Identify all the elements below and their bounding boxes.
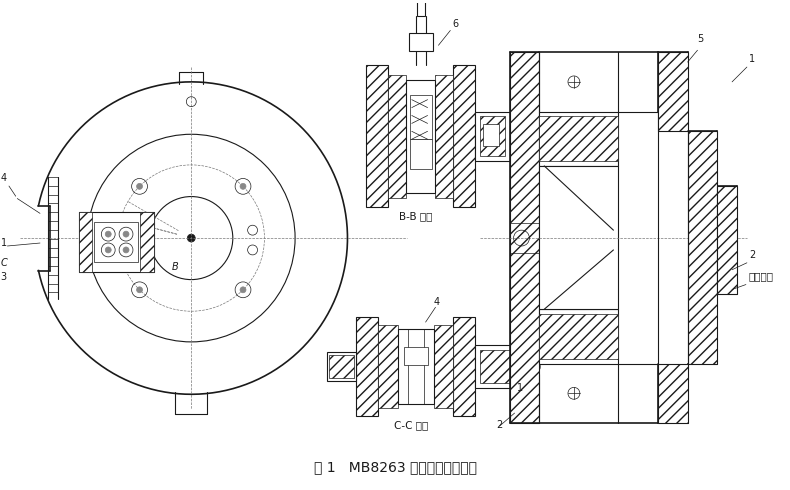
Text: 4: 4	[434, 297, 439, 307]
Bar	[398, 329, 434, 404]
Circle shape	[137, 183, 142, 189]
Bar	[540, 166, 619, 309]
Text: 5: 5	[698, 34, 704, 44]
Bar	[540, 309, 619, 364]
Bar	[480, 117, 505, 156]
Bar	[514, 352, 534, 381]
Circle shape	[240, 287, 246, 293]
Bar	[356, 317, 378, 416]
Text: 3: 3	[1, 271, 6, 282]
Circle shape	[240, 183, 246, 189]
Text: 4: 4	[1, 173, 6, 183]
Bar	[540, 117, 619, 161]
Bar	[453, 317, 475, 416]
Circle shape	[529, 364, 536, 369]
Bar	[408, 33, 432, 51]
Text: 1: 1	[1, 238, 6, 248]
Text: 1: 1	[749, 54, 755, 64]
Circle shape	[105, 247, 111, 253]
Text: B-B 旋转: B-B 旋转	[399, 211, 432, 221]
Text: 2: 2	[749, 250, 755, 260]
Text: 图 1   MB8263 曲轴磨床分度机构: 图 1 MB8263 曲轴磨床分度机构	[314, 461, 477, 474]
Bar	[475, 112, 510, 161]
Bar	[510, 52, 540, 423]
Bar	[410, 95, 431, 139]
Text: 2: 2	[496, 420, 502, 430]
Bar	[388, 75, 406, 197]
Circle shape	[137, 287, 142, 293]
Text: C: C	[1, 258, 7, 268]
Text: 6: 6	[453, 20, 458, 29]
Circle shape	[123, 231, 129, 237]
Bar	[78, 212, 92, 271]
Bar	[475, 345, 514, 389]
Bar	[416, 1, 424, 16]
Bar	[453, 65, 475, 207]
Bar	[410, 139, 431, 169]
Bar	[480, 350, 510, 383]
Bar	[717, 186, 737, 294]
Circle shape	[105, 231, 111, 237]
Text: C-C 旋转: C-C 旋转	[394, 420, 428, 430]
Bar	[540, 314, 619, 359]
Bar	[404, 347, 427, 365]
Bar	[378, 325, 398, 408]
Circle shape	[187, 234, 195, 242]
Bar	[483, 124, 498, 146]
Text: 1: 1	[517, 383, 523, 393]
Text: 圆爪卡盘: 圆爪卡盘	[749, 271, 774, 282]
Circle shape	[123, 247, 129, 253]
Bar	[658, 52, 687, 131]
Bar	[329, 355, 355, 378]
Bar	[327, 352, 356, 381]
Bar	[434, 325, 453, 408]
Bar	[406, 80, 435, 193]
Bar	[78, 212, 154, 271]
Bar	[140, 212, 154, 271]
Bar	[435, 75, 453, 197]
Bar	[658, 364, 687, 423]
Text: B: B	[171, 262, 179, 272]
Bar	[94, 222, 138, 262]
Bar	[540, 112, 619, 166]
Bar	[687, 131, 717, 364]
Bar	[367, 65, 388, 207]
